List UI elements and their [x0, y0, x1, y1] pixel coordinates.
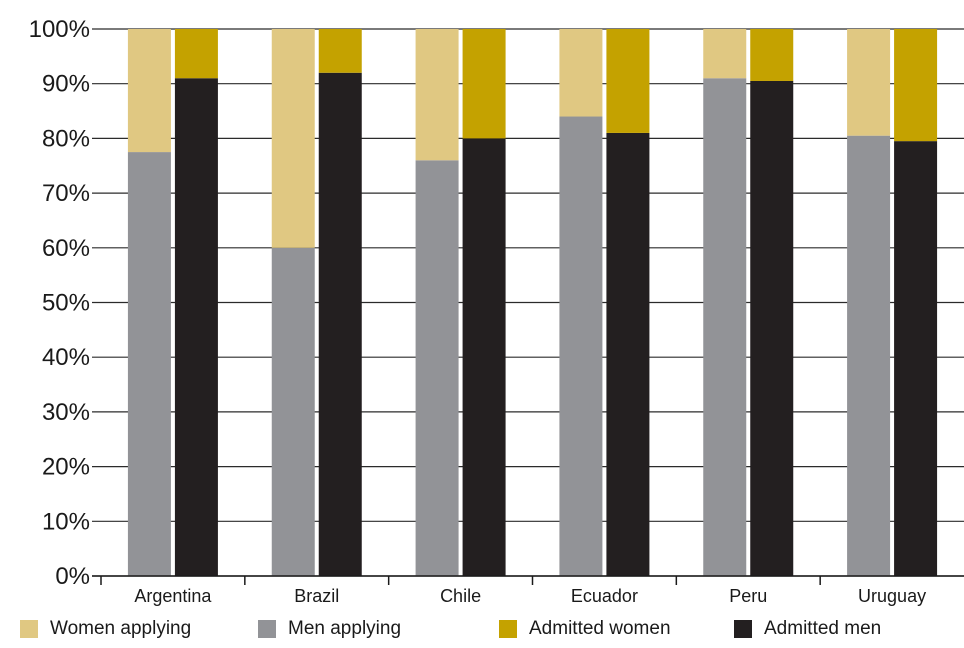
bar-brazil-men-applying: [271, 247, 315, 577]
bar-uruguay-admitted-women: [894, 29, 938, 142]
x-tick-label-brazil: Brazil: [294, 586, 339, 606]
x-tick-label-ecuador: Ecuador: [571, 586, 638, 606]
x-tick-label-chile: Chile: [440, 586, 481, 606]
y-tick-label: 80%: [42, 125, 90, 152]
bar-peru-men-applying: [703, 78, 747, 576]
bar-uruguay-admitted-men: [894, 141, 938, 576]
x-tick-label-peru: Peru: [729, 586, 767, 606]
legend-label-men-applying: Men applying: [288, 618, 402, 639]
y-tick-label: 60%: [42, 235, 90, 262]
y-tick-label: 30%: [42, 399, 90, 426]
bar-ecuador-admitted-men: [606, 132, 650, 576]
bar-chile-admitted-women: [462, 29, 506, 139]
legend: Women applying Men applying Admitted wom…: [0, 618, 964, 648]
x-axis: [92, 575, 964, 585]
bar-uruguay-men-applying: [847, 135, 891, 577]
bar-brazil-admitted-men: [318, 72, 362, 576]
x-tick-label-uruguay: Uruguay: [858, 586, 926, 606]
bar-uruguay-women-applying: [847, 29, 891, 136]
y-tick-label: 40%: [42, 344, 90, 371]
bar-argentina-admitted-women: [174, 29, 218, 79]
bar-chart: 0% 10% 20% 30% 40% 50% 60% 70% 80% 90% 100% Argent…: [29, 16, 964, 606]
bar-ecuador-admitted-women: [606, 29, 650, 133]
legend-item-admitted-men: Admitted men: [734, 618, 881, 640]
legend-item-men-applying: Men applying: [258, 618, 401, 640]
y-tick-label: 100%: [29, 16, 90, 43]
bar-ecuador-women-applying: [559, 29, 603, 117]
bar-brazil-admitted-women: [318, 29, 362, 73]
bar-chile-admitted-men: [462, 138, 506, 576]
y-tick-label: 0%: [55, 563, 90, 590]
bar-argentina-men-applying: [127, 152, 171, 576]
legend-label-women-applying: Women applying: [50, 618, 192, 639]
y-tick-label: 90%: [42, 71, 90, 98]
legend-label-admitted-men: Admitted men: [764, 618, 882, 639]
y-tick-label: 50%: [42, 290, 90, 317]
bar-chile-men-applying: [415, 160, 459, 576]
y-tick-label: 10%: [42, 508, 90, 535]
bar-chile-women-applying: [415, 29, 459, 161]
x-axis-tick-labels: Argentina Brazil Chile Ecuador Peru Uruguay: [134, 586, 926, 606]
bar-argentina-women-applying: [127, 29, 171, 153]
y-tick-label: 70%: [42, 180, 90, 207]
legend-swatch-women-applying: [20, 620, 38, 638]
legend-item-women-applying: Women applying: [20, 618, 191, 640]
bar-peru-admitted-men: [750, 80, 794, 576]
legend-label-admitted-women: Admitted women: [529, 618, 671, 639]
bar-brazil-women-applying: [271, 29, 315, 248]
y-axis-tick-labels: 0% 10% 20% 30% 40% 50% 60% 70% 80% 90% 100%: [29, 16, 90, 590]
legend-swatch-admitted-women: [499, 620, 517, 638]
bar-peru-admitted-women: [750, 29, 794, 81]
legend-item-admitted-women: Admitted women: [499, 618, 671, 640]
gridlines: [92, 28, 964, 577]
bar-argentina-admitted-men: [174, 78, 218, 576]
bar-ecuador-men-applying: [559, 116, 603, 577]
bar-peru-women-applying: [703, 29, 747, 79]
legend-swatch-admitted-men: [734, 620, 752, 638]
x-tick-label-argentina: Argentina: [134, 586, 212, 606]
bars: [127, 29, 938, 577]
y-tick-label: 20%: [42, 454, 90, 481]
legend-swatch-men-applying: [258, 620, 276, 638]
